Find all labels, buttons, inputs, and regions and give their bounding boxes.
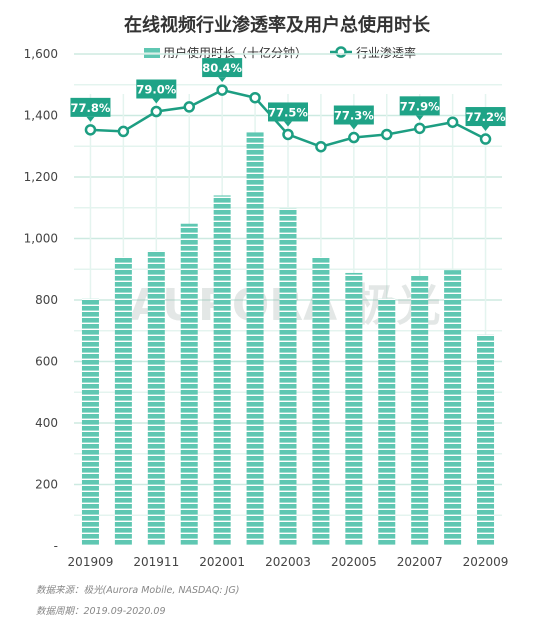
legend-line-marker (335, 46, 347, 58)
x-tick-label: 201909 (68, 555, 114, 569)
data-label-202003: 77.5% (268, 102, 308, 127)
y-tick-label: 1,600 (24, 47, 58, 61)
data-label-pointer (481, 126, 490, 132)
bar-201910 (114, 256, 132, 546)
data-label-202007: 77.9% (399, 96, 440, 121)
data-label-201909: 77.8% (70, 97, 111, 122)
x-tick-label: 202007 (397, 555, 443, 569)
bar-202003 (279, 208, 297, 547)
y-tick-label: 400 (35, 416, 58, 430)
y-tick-label: 600 (35, 355, 58, 369)
data-label-201911: 79.0% (136, 79, 177, 104)
y-tick-label: - (54, 539, 58, 553)
penetration-point-202004 (315, 140, 327, 153)
x-tick-label: 202001 (199, 555, 245, 569)
data-label-box (136, 79, 177, 99)
bar-202007 (411, 276, 429, 546)
penetration-point-202005 (348, 131, 360, 144)
data-label-box (268, 102, 308, 122)
data-labels-layer: 77.8% 79.0% 80.4% 77.5% 77.3% 77.9% 77.2% (70, 58, 506, 132)
x-tick-label: 201911 (133, 555, 179, 569)
data-label-202001: 80.4% (202, 58, 243, 83)
data-label-pointer (415, 115, 424, 121)
bar-202004 (312, 256, 330, 546)
y-tick-label: 1,000 (24, 232, 58, 246)
bar-201912 (180, 223, 198, 547)
data-label-pointer (152, 98, 161, 104)
bar-202005 (345, 272, 363, 546)
footnote-source: 数据来源：极光(Aurora Mobile, NASDAQ: JG) (36, 585, 239, 596)
x-tick-label: 202009 (463, 555, 509, 569)
penetration-point-202007 (413, 122, 426, 135)
penetration-point-202002 (249, 91, 261, 104)
y-tick-label: 800 (35, 293, 58, 307)
bar-201911 (147, 250, 165, 547)
bar-202009 (477, 334, 495, 546)
bar-202006 (378, 298, 396, 546)
data-label-box (399, 96, 440, 116)
penetration-point-201909 (84, 124, 97, 136)
x-tick-label: 202005 (331, 555, 377, 569)
bar-202008 (444, 270, 462, 546)
bars-layer (81, 132, 495, 547)
data-label-202005: 77.3% (333, 105, 374, 130)
data-label-text: 80.4% (202, 61, 242, 75)
data-label-text: 77.2% (466, 110, 506, 124)
data-label-202009: 77.2% (465, 107, 506, 132)
footnote-period: 数据周期：2019.09-2020.09 (36, 606, 166, 617)
data-label-box (202, 58, 243, 78)
x-axis: 201909 201911 202001 202003 202005 202007 2020… (68, 555, 509, 569)
penetration-point-201910 (117, 125, 130, 138)
penetration-point-201912 (183, 101, 195, 113)
data-label-pointer (218, 77, 227, 83)
bar-201909 (81, 298, 99, 546)
data-label-text: 77.3% (334, 109, 374, 123)
y-tick-label: 1,400 (24, 109, 58, 123)
data-label-text: 77.8% (71, 101, 111, 115)
data-label-box (333, 105, 374, 125)
data-label-text: 77.5% (268, 105, 308, 119)
line-layer (84, 84, 492, 153)
data-label-pointer (86, 116, 95, 122)
y-axis: - 200 400 600 800 1,000 1,200 1,400 1,600 (24, 47, 58, 553)
chart-title: 在线视频行业渗透率及用户总使用时长 (124, 14, 431, 36)
legend: 用户使用时长（十亿分钟） 行业渗透率 (144, 45, 416, 60)
legend-bar-label: 用户使用时长（十亿分钟） (163, 45, 307, 60)
data-label-text: 77.9% (400, 99, 440, 113)
penetration-point-202006 (381, 128, 393, 141)
x-tick-label: 202003 (265, 555, 311, 569)
penetration-point-202003 (282, 128, 294, 141)
data-label-pointer (349, 124, 358, 130)
bar-202002 (246, 132, 264, 546)
penetration-point-202009 (479, 133, 492, 145)
data-label-pointer (284, 121, 292, 127)
penetration-point-202001 (216, 84, 228, 96)
penetration-point-202008 (446, 116, 459, 128)
data-label-text: 79.0% (136, 83, 176, 97)
data-label-box (465, 107, 506, 127)
y-tick-label: 200 (35, 478, 58, 492)
penetration-point-201911 (150, 105, 163, 118)
legend-bar-swatch (144, 47, 160, 58)
bar-202001 (213, 195, 231, 546)
data-label-box (70, 97, 111, 117)
legend-line-label: 行业渗透率 (356, 45, 416, 60)
y-tick-label: 1,200 (24, 170, 58, 184)
